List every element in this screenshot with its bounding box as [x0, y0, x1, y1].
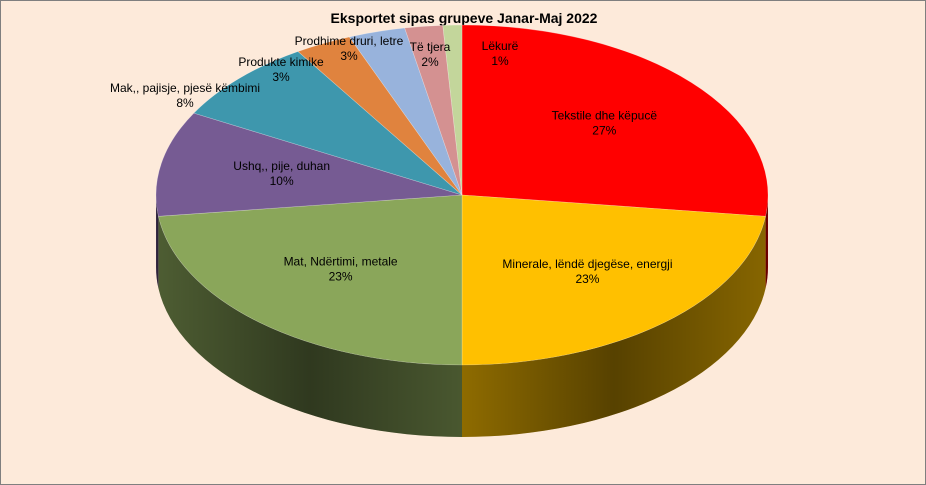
slice-value-produkte-kimike: 3% — [272, 70, 290, 84]
pie-slice-prodhime-druri-letre[interactable] — [348, 27, 463, 196]
slice-value-prodhime-druri-letre: 3% — [340, 49, 358, 63]
pie-slice-mat-nd-rtimi-metale[interactable] — [158, 194, 463, 366]
pie-side-shade — [158, 216, 462, 438]
pie-slice-mak-pajisje-pjes-k-mbimi[interactable] — [193, 51, 463, 196]
pie-slice-minerale-l-nd-djeg-se-energji[interactable] — [461, 194, 766, 366]
slice-label-l-kur: Lëkurë — [482, 39, 519, 53]
pie-slice-ushq-pije-duhan[interactable] — [155, 112, 463, 217]
slice-label-ushq-pije-duhan: Ushq,, pije, duhan — [233, 159, 330, 173]
slice-value-t-tjera: 2% — [421, 55, 439, 69]
pie-side-shade — [462, 216, 766, 438]
slice-value-l-kur: 1% — [491, 54, 509, 68]
slice-label-mak-pajisje-pjes-k-mbimi: Mak,, pajisje, pjesë këmbimi — [110, 81, 260, 95]
slice-label-produkte-kimike: Produkte kimike — [238, 55, 324, 69]
slice-value-mak-pajisje-pjes-k-mbimi: 8% — [176, 96, 194, 110]
slice-value-tekstile-dhe-k-puc: 27% — [592, 123, 616, 137]
slice-value-ushq-pije-duhan: 10% — [270, 174, 294, 188]
pie-side-shade — [156, 195, 159, 289]
slice-label-prodhime-druri-letre: Prodhime druri, letre — [295, 34, 404, 48]
slice-value-minerale-l-nd-djeg-se-energji: 23% — [575, 272, 599, 286]
pie-slice-tekstile-dhe-k-puc[interactable] — [461, 24, 769, 217]
chart-title: Eksportet sipas grupeve Janar-Maj 2022 — [330, 10, 598, 26]
pie-slice-l-kur[interactable] — [442, 24, 463, 196]
slice-label-tekstile-dhe-k-puc: Tekstile dhe këpucë — [552, 108, 658, 122]
slice-label-mat-nd-rtimi-metale: Mat, Ndërtimi, metale — [284, 255, 398, 269]
pie-side-shade — [765, 195, 768, 289]
pie-slice-produkte-kimike[interactable] — [297, 36, 463, 196]
slice-value-mat-nd-rtimi-metale: 23% — [329, 270, 353, 284]
slice-label-t-tjera: Të tjera — [410, 40, 451, 54]
pie-slice-t-tjera[interactable] — [404, 25, 463, 196]
slice-label-minerale-l-nd-djeg-se-energji: Minerale, lëndë djegëse, energji — [502, 257, 672, 271]
